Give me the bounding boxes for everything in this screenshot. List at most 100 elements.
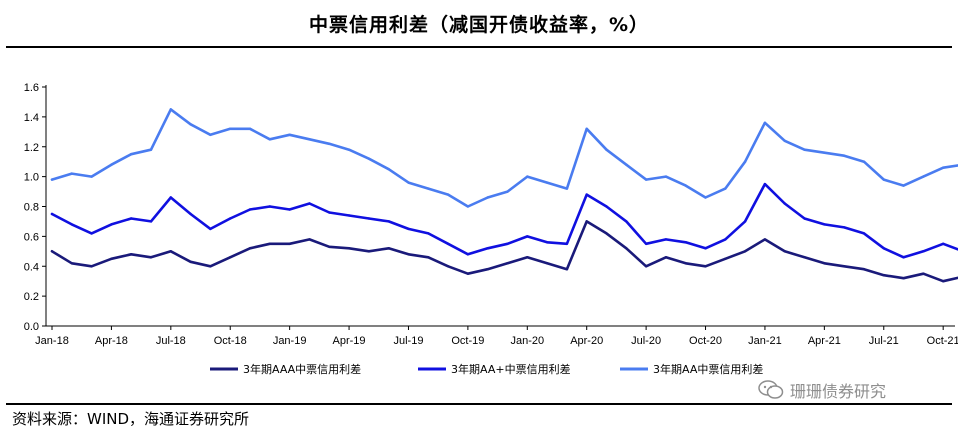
data-point [209, 227, 212, 231]
data-point [526, 235, 529, 238]
y-tick-label: 0.0 [24, 321, 39, 333]
bottom-rule [6, 403, 952, 405]
data-point [229, 217, 232, 220]
data-point [605, 148, 608, 151]
data-point [922, 175, 925, 178]
line-chart: 0.0 0.2 0.4 0.6 0.8 1.0 1.2 1.4 1.6 Jan-18 Apr-18 J… [24, 82, 958, 376]
data-point [347, 214, 351, 217]
data-point [823, 223, 826, 226]
data-point [70, 262, 74, 265]
data-point [90, 232, 93, 235]
data-point [565, 268, 569, 271]
data-point [328, 245, 331, 248]
y-tick-label: 1.2 [24, 142, 39, 154]
y-tick-label: 0.6 [24, 231, 39, 243]
x-tick-label: Oct-19 [451, 335, 484, 347]
x-tick-label: Jul-20 [631, 335, 661, 347]
top-rule [6, 46, 952, 48]
data-point [486, 196, 489, 199]
data-point [803, 256, 806, 259]
data-point [882, 178, 885, 181]
y-tick-label: 1.0 [24, 172, 39, 184]
data-point [387, 247, 390, 250]
data-point [268, 242, 271, 245]
data-point [308, 202, 311, 205]
data-point [843, 226, 846, 229]
data-point [149, 256, 153, 259]
data-point [862, 268, 866, 271]
data-point [50, 212, 54, 216]
data-point [110, 257, 113, 260]
data-point [664, 238, 668, 241]
x-tick-label: Jul-21 [869, 335, 899, 347]
data-point [466, 253, 470, 256]
data-point [625, 163, 628, 166]
data-point [446, 265, 450, 268]
data-point [644, 265, 648, 268]
source-note: 资料来源：WIND，海通证券研究所 [12, 410, 250, 428]
data-point [506, 242, 509, 245]
legend-label: 3年期AA中票信用利差 [653, 362, 763, 376]
data-point [565, 242, 569, 245]
data-point [169, 250, 172, 253]
data-point [684, 184, 687, 187]
data-point [644, 178, 648, 181]
watermark: 珊珊债券研究 [758, 378, 886, 402]
x-tick-label: Jul-18 [156, 335, 186, 347]
x-tick-label: Jan-19 [273, 335, 307, 347]
data-point [625, 247, 628, 250]
data-point [902, 256, 905, 259]
x-tick-label: Jan-21 [748, 335, 782, 347]
data-point [823, 151, 826, 154]
data-point [684, 262, 687, 265]
data-point [189, 212, 192, 216]
data-point [70, 223, 74, 226]
data-point [942, 166, 945, 169]
data-point [902, 184, 905, 187]
data-point [149, 220, 153, 223]
data-point [942, 280, 945, 283]
x-tick-label: Oct-21 [927, 335, 958, 347]
data-point [526, 175, 529, 178]
page-title: 中票信用利差（减国开债收益率，%） [308, 14, 650, 36]
data-point [169, 196, 172, 199]
x-tick-label: Jul-19 [393, 335, 423, 347]
data-point [248, 247, 252, 250]
data-point [763, 121, 767, 125]
data-point [724, 257, 727, 260]
data-point [130, 153, 133, 156]
data-point [367, 250, 371, 253]
data-point [288, 208, 291, 211]
data-point [288, 133, 291, 136]
data-point [704, 265, 707, 268]
data-point [466, 205, 470, 208]
data-point [328, 142, 331, 145]
data-point [130, 253, 133, 256]
wechat-icon [758, 380, 784, 399]
data-point [486, 268, 489, 271]
data-point [843, 265, 846, 268]
data-point [625, 220, 628, 223]
series-layer [50, 108, 958, 283]
data-point [644, 242, 648, 245]
data-point [387, 220, 390, 223]
data-point [545, 241, 549, 244]
data-point [189, 260, 192, 263]
x-tick-label: Jan-20 [510, 335, 544, 347]
x-tick-label: Jan-18 [35, 335, 69, 347]
data-point [605, 232, 608, 235]
data-point [545, 181, 549, 184]
data-point [704, 247, 707, 250]
data-point [902, 277, 905, 280]
data-point [189, 123, 192, 126]
data-point [922, 250, 925, 253]
data-point [427, 232, 430, 235]
data-point [486, 247, 489, 250]
data-point [942, 242, 945, 245]
data-point [882, 274, 885, 277]
x-tick-label: Apr-18 [95, 335, 128, 347]
data-point [110, 223, 113, 226]
data-point [446, 193, 450, 196]
data-point [605, 205, 608, 208]
data-point [308, 138, 311, 141]
